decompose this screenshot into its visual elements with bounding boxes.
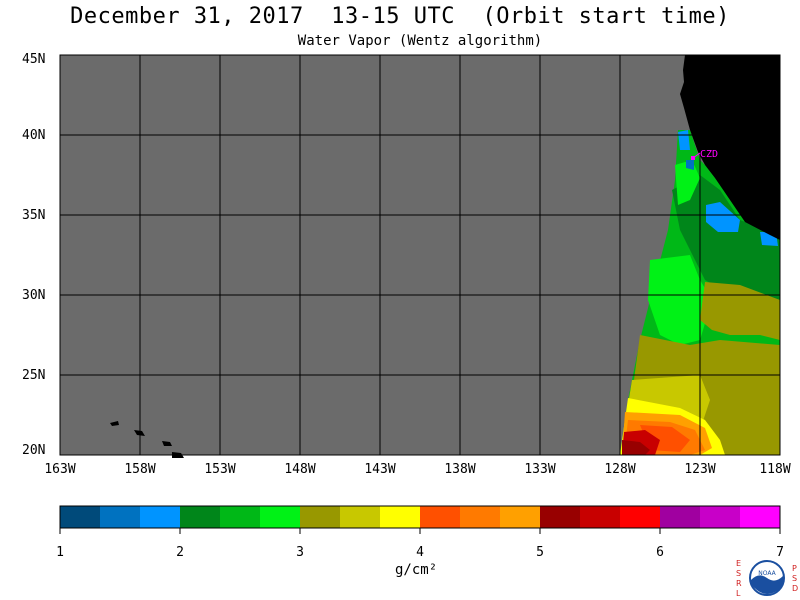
svg-text:L: L [736,589,741,598]
svg-text:D: D [792,584,798,593]
lat-label-25: 25N [22,368,46,383]
colorbar-frame [59,505,781,529]
lon-label-143: 143W [364,462,396,477]
map-frame [59,54,781,456]
colorbar-swatch [380,506,420,528]
colorbar-swatch [540,506,580,528]
colorbar-swatch [660,506,700,528]
colorbar-label-5: 5 [536,545,544,560]
colorbar-swatch [500,506,540,528]
swath-blue-bight [706,202,740,232]
station-label: CZD [700,149,718,160]
lat-label-30: 30N [22,288,46,303]
island-maui [162,441,172,446]
colorbar-unit: g/cm² [395,562,438,578]
colorbar [59,506,781,534]
colorbar-label-3: 3 [296,545,304,560]
map-title: December 31, 2017 13-15 UTC (Orbit start… [70,4,730,29]
lat-label-35: 35N [22,208,46,223]
swath-blue-north [686,160,694,170]
lat-lon-grid [60,55,780,455]
lon-label-153: 153W [204,462,236,477]
colorbar-swatch [740,506,780,528]
swath-blue-coast [678,130,690,150]
colorbar-label-1: 1 [56,545,64,560]
colorbar-label-6: 6 [656,545,664,560]
colorbar-swatch [140,506,180,528]
lon-label-158: 158W [124,462,156,477]
lon-label-128: 128W [604,462,636,477]
svg-text:NOAA: NOAA [758,570,776,577]
colorbar-swatch [180,506,220,528]
swath-bright-green-north [675,160,700,205]
map-subtitle: Water Vapor (Wentz algorithm) [297,33,543,49]
colorbar-swatch [60,506,100,528]
station-marker-czd: CZD [691,149,718,160]
colorbar-swatch [100,506,140,528]
colorbar-swatch [700,506,740,528]
swath-bright-green [648,255,712,345]
lon-label-123: 123W [684,462,716,477]
land-mass [680,55,780,240]
noaa-esrl-psd-logo: E S R L P S D NOAA [736,559,798,598]
colorbar-label-4: 4 [416,545,424,560]
colorbar-swatch [620,506,660,528]
colorbar-label-2: 2 [176,545,184,560]
colorbar-swatch [420,506,460,528]
swath-olive [700,282,780,340]
svg-text:S: S [736,569,741,578]
lon-label-148: 148W [284,462,316,477]
lon-label-118: 118W [759,462,791,477]
colorbar-swatch [300,506,340,528]
lon-label-133: 133W [524,462,556,477]
svg-text:R: R [736,579,742,588]
lon-label-163: 163W [44,462,76,477]
svg-text:S: S [792,574,797,583]
svg-text:P: P [792,564,797,573]
colorbar-swatch [580,506,620,528]
lon-label-138: 138W [444,462,476,477]
colorbar-label-7: 7 [776,545,784,560]
colorbar-swatch [340,506,380,528]
lat-label-45: 45N [22,52,46,67]
swath-dark-green [672,175,780,300]
lat-label-40: 40N [22,128,46,143]
colorbar-swatch [260,506,300,528]
svg-text:E: E [736,559,741,568]
colorbar-swatch [220,506,260,528]
lat-label-20: 20N [22,443,46,458]
island-kauai [110,421,119,426]
colorbar-swatch [460,506,500,528]
swath-dark-red [622,440,650,455]
